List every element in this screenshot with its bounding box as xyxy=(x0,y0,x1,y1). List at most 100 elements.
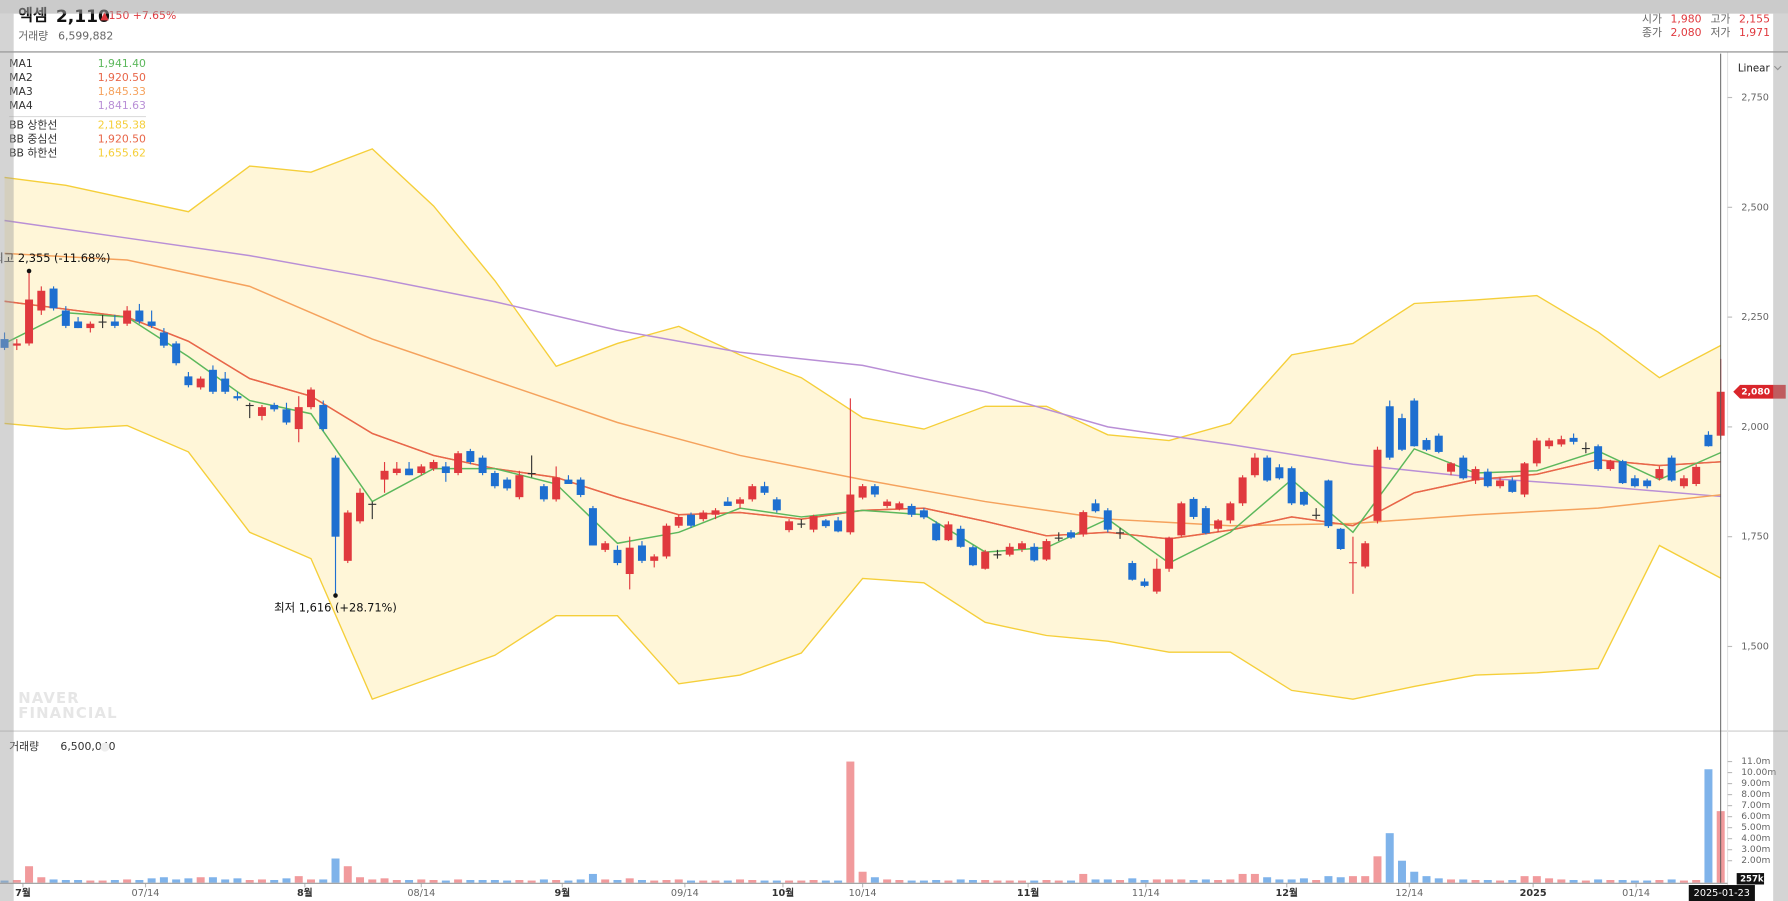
date-tag-label: 2025-01-23 xyxy=(1694,888,1750,899)
volume-bar xyxy=(895,879,904,883)
ma-line xyxy=(4,252,1721,527)
candle-body xyxy=(1177,503,1186,536)
candle-body xyxy=(233,396,242,399)
volume-tick-label: 5.00m xyxy=(1741,823,1770,833)
ma-line xyxy=(4,148,1722,442)
legend-value: 1,655.62 xyxy=(98,147,146,160)
volume-bar xyxy=(1116,879,1125,883)
candle-body xyxy=(625,547,634,575)
volume-bar xyxy=(147,878,156,883)
candle-body xyxy=(1275,467,1284,479)
candle-body xyxy=(1569,437,1578,442)
volume-tick-label: 9.00m xyxy=(1741,779,1770,789)
legend-name: MA1 xyxy=(9,57,33,70)
volume-bar xyxy=(61,879,70,883)
legend-value: 1,920.50 xyxy=(98,133,146,146)
volume-bar xyxy=(123,879,132,883)
candle-body xyxy=(1459,457,1468,479)
legend-value: 1,920.50 xyxy=(98,71,146,84)
candle-body xyxy=(123,310,132,324)
volume-bar xyxy=(1189,879,1198,883)
volume-bar xyxy=(699,880,708,883)
volume-bar xyxy=(245,879,254,883)
candle-body xyxy=(1312,514,1321,516)
candle-body xyxy=(601,543,610,550)
x-tick-label: 07/14 xyxy=(132,888,160,899)
price-plot xyxy=(0,148,1725,701)
candle-body xyxy=(1165,537,1174,569)
candle-body xyxy=(343,512,352,561)
volume-bar xyxy=(1410,871,1419,883)
x-tick-label: 11월 xyxy=(1017,887,1039,899)
ohlc-value: 1,980 xyxy=(1671,12,1702,25)
x-tick-label: 2025 xyxy=(1520,888,1547,899)
candle-body xyxy=(1410,400,1419,447)
volume-bar xyxy=(846,761,855,883)
candle-body xyxy=(454,453,463,474)
volume-bar xyxy=(172,879,181,883)
candle-body xyxy=(466,451,475,463)
volume-cursor-tag xyxy=(1736,873,1765,885)
candle-body xyxy=(417,466,426,474)
scale-toggle[interactable]: Linear xyxy=(1738,62,1771,74)
x-tick-label: 8월 xyxy=(297,887,313,899)
volume-bar xyxy=(37,877,46,883)
ohlc-value: 1,971 xyxy=(1739,26,1770,39)
volume-tick-label: 7.00m xyxy=(1741,801,1770,811)
candle-body xyxy=(307,389,315,408)
volume-bar xyxy=(405,879,414,883)
annotation-label: 최저 1,616 (+28.71%) xyxy=(274,601,397,615)
volume-bar xyxy=(919,880,928,883)
volume-bar xyxy=(1299,878,1308,883)
volume-value: 6,599,882 xyxy=(58,29,113,42)
volume-bar xyxy=(711,880,720,883)
volume-bar xyxy=(687,880,695,883)
volume-bar xyxy=(588,873,597,883)
candle-body xyxy=(172,343,181,364)
candle-body xyxy=(1140,581,1149,586)
candle-body xyxy=(159,332,168,346)
candle-body xyxy=(331,457,340,537)
candle-body xyxy=(1030,546,1039,561)
ohlc-value: 2,155 xyxy=(1739,12,1770,25)
candle-body xyxy=(1214,520,1223,529)
candle-body xyxy=(441,466,450,474)
ohlc-value: 2,080 xyxy=(1671,26,1702,39)
volume-bar xyxy=(748,879,757,883)
volume-bar xyxy=(662,879,671,883)
volume-bar xyxy=(441,880,450,883)
volume-bar xyxy=(1471,879,1480,883)
volume-tick-label: 8.00m xyxy=(1741,790,1770,800)
volume-bar xyxy=(552,879,561,883)
volume-bar xyxy=(1054,880,1063,883)
candle-body xyxy=(662,525,671,557)
volume-bar xyxy=(1348,876,1357,883)
ohlc-label: 시가 xyxy=(1642,12,1662,25)
volume-bar xyxy=(1152,879,1161,883)
volume-bar xyxy=(1385,833,1394,883)
volume-bar xyxy=(1177,879,1186,883)
candle-body xyxy=(809,516,818,530)
volume-bar xyxy=(1067,880,1075,883)
candle-body xyxy=(147,321,156,326)
volume-bar xyxy=(613,879,622,883)
candle-body xyxy=(699,512,708,520)
x-tick-label: 12/14 xyxy=(1395,888,1423,899)
volume-bar xyxy=(307,879,315,883)
candle-body xyxy=(135,310,144,322)
volume-bar xyxy=(858,871,867,883)
candle-body xyxy=(772,499,781,511)
volume-bar xyxy=(1557,879,1566,883)
volume-bar xyxy=(478,879,487,883)
candle-body xyxy=(588,508,597,546)
volume-bar xyxy=(785,880,794,883)
candle-body xyxy=(613,549,622,564)
scale-chevron[interactable] xyxy=(1773,65,1782,71)
volume-bar xyxy=(834,880,843,883)
close-button[interactable] xyxy=(100,742,110,752)
candle-body xyxy=(1594,446,1603,470)
date-tag xyxy=(1688,885,1755,901)
volume-bar xyxy=(1275,879,1284,883)
volume-bar xyxy=(576,879,585,883)
